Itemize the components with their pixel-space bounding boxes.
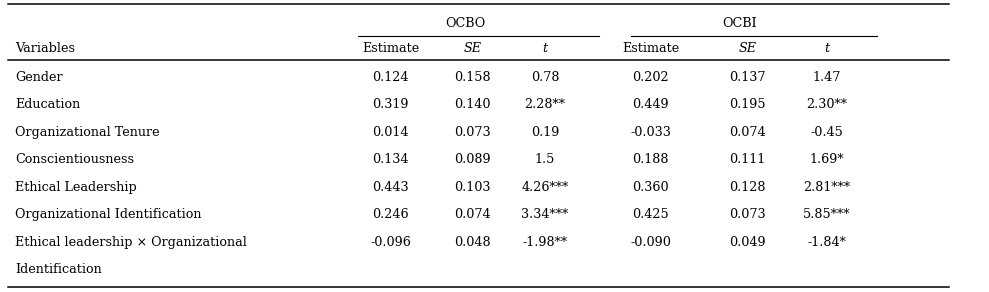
Text: Estimate: Estimate xyxy=(362,42,419,55)
Text: Estimate: Estimate xyxy=(622,42,679,55)
Text: Identification: Identification xyxy=(15,263,102,276)
Text: Conscientiousness: Conscientiousness xyxy=(15,153,134,166)
Text: 0.014: 0.014 xyxy=(373,126,408,139)
Text: 0.111: 0.111 xyxy=(730,153,765,166)
Text: t: t xyxy=(542,42,548,55)
Text: 0.425: 0.425 xyxy=(632,208,670,221)
Text: 0.158: 0.158 xyxy=(454,71,492,84)
Text: 0.246: 0.246 xyxy=(372,208,409,221)
Text: 0.089: 0.089 xyxy=(454,153,492,166)
Text: OCBI: OCBI xyxy=(722,17,758,30)
Text: -1.98**: -1.98** xyxy=(522,236,568,248)
Text: 0.048: 0.048 xyxy=(454,236,492,248)
Text: Ethical Leadership: Ethical Leadership xyxy=(15,180,136,194)
Text: 0.137: 0.137 xyxy=(730,71,765,84)
Text: 0.128: 0.128 xyxy=(730,180,765,194)
Text: 0.134: 0.134 xyxy=(373,153,408,166)
Text: Organizational Identification: Organizational Identification xyxy=(15,208,202,221)
Text: Education: Education xyxy=(15,98,80,111)
Text: 3.34***: 3.34*** xyxy=(521,208,569,221)
Text: 1.5: 1.5 xyxy=(535,153,555,166)
Text: -1.84*: -1.84* xyxy=(807,236,847,248)
Text: Variables: Variables xyxy=(15,42,75,55)
Text: 0.195: 0.195 xyxy=(729,98,766,111)
Text: SE: SE xyxy=(739,42,757,55)
Text: -0.033: -0.033 xyxy=(630,126,672,139)
Text: 0.124: 0.124 xyxy=(373,71,408,84)
Text: 0.103: 0.103 xyxy=(455,180,491,194)
Text: 0.140: 0.140 xyxy=(455,98,491,111)
Text: 0.443: 0.443 xyxy=(372,180,409,194)
Text: 0.049: 0.049 xyxy=(729,236,766,248)
Text: 0.074: 0.074 xyxy=(454,208,492,221)
Text: -0.096: -0.096 xyxy=(370,236,411,248)
Text: 0.319: 0.319 xyxy=(373,98,408,111)
Text: 2.81***: 2.81*** xyxy=(803,180,851,194)
Text: 0.360: 0.360 xyxy=(632,180,670,194)
Text: 4.26***: 4.26*** xyxy=(521,180,569,194)
Text: -0.45: -0.45 xyxy=(810,126,844,139)
Text: 0.19: 0.19 xyxy=(531,126,559,139)
Text: 0.073: 0.073 xyxy=(729,208,766,221)
Text: 0.78: 0.78 xyxy=(531,71,559,84)
Text: Organizational Tenure: Organizational Tenure xyxy=(15,126,159,139)
Text: 0.449: 0.449 xyxy=(632,98,670,111)
Text: 1.69*: 1.69* xyxy=(809,153,845,166)
Text: SE: SE xyxy=(464,42,482,55)
Text: 0.073: 0.073 xyxy=(454,126,492,139)
Text: OCBO: OCBO xyxy=(446,17,486,30)
Text: 0.202: 0.202 xyxy=(632,71,670,84)
Text: 0.188: 0.188 xyxy=(633,153,669,166)
Text: 5.85***: 5.85*** xyxy=(803,208,851,221)
Text: 0.074: 0.074 xyxy=(729,126,766,139)
Text: 2.28**: 2.28** xyxy=(524,98,566,111)
Text: 2.30**: 2.30** xyxy=(806,98,848,111)
Text: Ethical leadership × Organizational: Ethical leadership × Organizational xyxy=(15,236,246,248)
Text: Gender: Gender xyxy=(15,71,62,84)
Text: t: t xyxy=(824,42,830,55)
Text: 1.47: 1.47 xyxy=(813,71,841,84)
Text: -0.090: -0.090 xyxy=(630,236,672,248)
